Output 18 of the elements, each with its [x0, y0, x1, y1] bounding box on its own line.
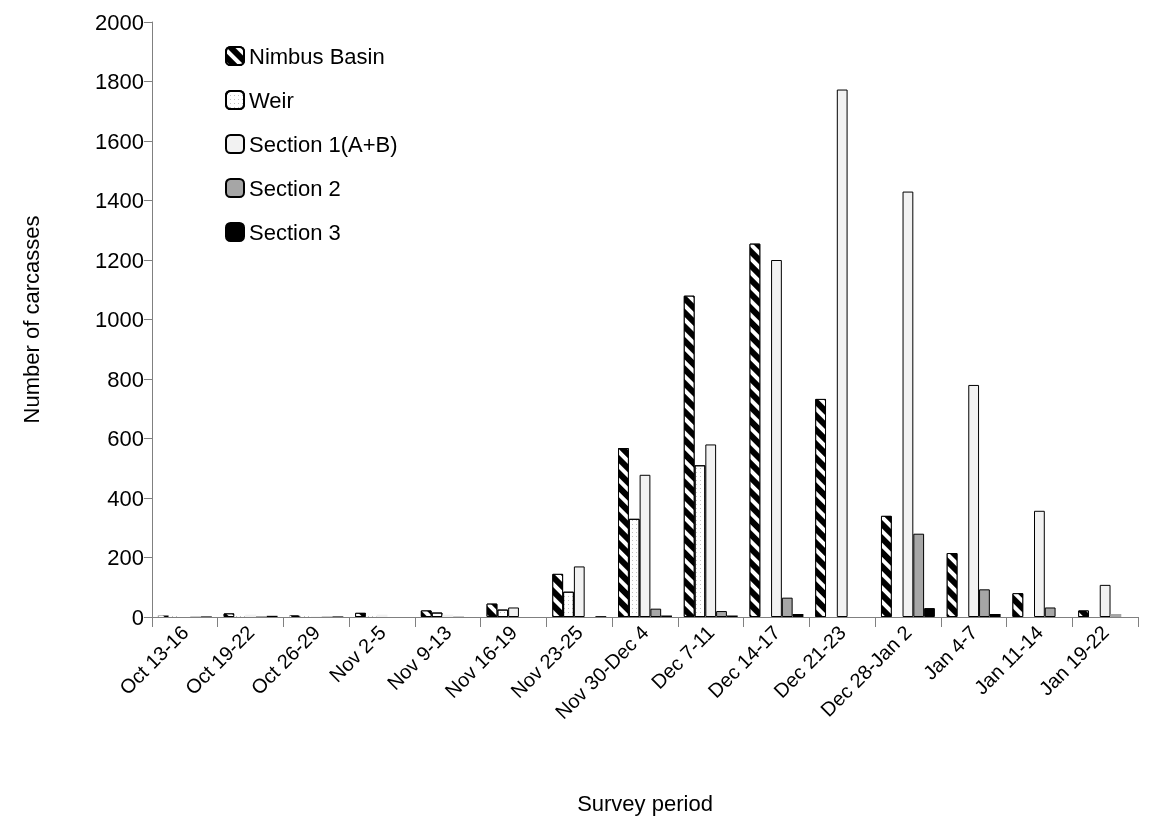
y-tick-label: 0	[131, 604, 144, 630]
y-tick-label: 200	[107, 545, 144, 570]
legend-label: Weir	[249, 87, 294, 113]
y-axis-title: Number of carcasses	[18, 215, 44, 424]
y-tick-label: 1000	[95, 307, 144, 332]
y-tick-label: 600	[107, 426, 144, 451]
legend-label: Section 2	[249, 175, 341, 201]
y-tick-label: 1600	[95, 128, 144, 154]
legend-label: Section 3	[249, 219, 341, 245]
legend-label: Nimbus Basin	[249, 43, 385, 69]
y-tick-label: 1800	[95, 69, 144, 94]
y-tick-label: 1400	[95, 188, 144, 213]
y-tick-label: 400	[107, 485, 144, 511]
x-axis-title: Survey period	[577, 790, 713, 816]
y-tick-label: 2000	[95, 9, 144, 35]
y-tick-label: 800	[107, 366, 144, 392]
y-tick-label: 1200	[95, 247, 144, 273]
legend-label: Section 1(A+B)	[249, 131, 398, 157]
